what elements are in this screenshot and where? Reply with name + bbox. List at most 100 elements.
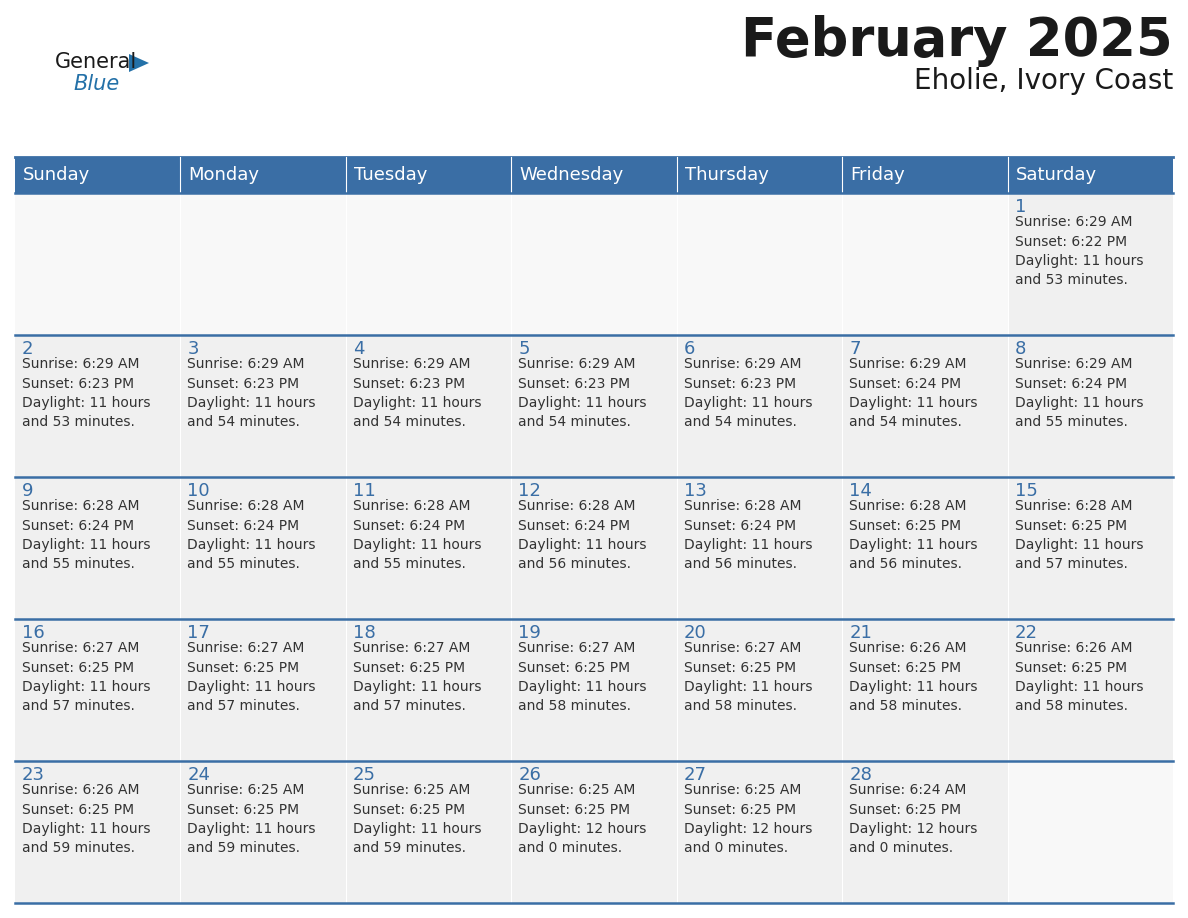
Text: Eholie, Ivory Coast: Eholie, Ivory Coast: [914, 67, 1173, 95]
Text: Sunday: Sunday: [23, 166, 90, 184]
Bar: [511, 335, 677, 477]
Bar: [181, 157, 346, 193]
Bar: [181, 477, 346, 619]
Text: Sunrise: 6:28 AM
Sunset: 6:25 PM
Daylight: 11 hours
and 56 minutes.: Sunrise: 6:28 AM Sunset: 6:25 PM Dayligh…: [849, 499, 978, 572]
Bar: [511, 761, 677, 903]
Text: 1: 1: [1015, 198, 1026, 216]
Bar: [511, 619, 677, 761]
Text: 11: 11: [353, 482, 375, 500]
Bar: [181, 335, 346, 477]
Text: Sunrise: 6:26 AM
Sunset: 6:25 PM
Daylight: 11 hours
and 58 minutes.: Sunrise: 6:26 AM Sunset: 6:25 PM Dayligh…: [1015, 641, 1143, 713]
Text: Tuesday: Tuesday: [354, 166, 428, 184]
Text: 25: 25: [353, 766, 375, 784]
Text: February 2025: February 2025: [741, 15, 1173, 67]
Text: 14: 14: [849, 482, 872, 500]
Bar: [842, 193, 1007, 335]
Text: Sunrise: 6:28 AM
Sunset: 6:24 PM
Daylight: 11 hours
and 56 minutes.: Sunrise: 6:28 AM Sunset: 6:24 PM Dayligh…: [684, 499, 813, 572]
Text: Sunrise: 6:28 AM
Sunset: 6:24 PM
Daylight: 11 hours
and 55 minutes.: Sunrise: 6:28 AM Sunset: 6:24 PM Dayligh…: [353, 499, 481, 572]
Text: 9: 9: [23, 482, 33, 500]
Bar: [346, 193, 511, 335]
Text: Monday: Monday: [189, 166, 259, 184]
Text: 15: 15: [1015, 482, 1037, 500]
Text: Blue: Blue: [72, 74, 119, 94]
Bar: [346, 761, 511, 903]
Text: Thursday: Thursday: [684, 166, 769, 184]
Text: Sunrise: 6:29 AM
Sunset: 6:24 PM
Daylight: 11 hours
and 54 minutes.: Sunrise: 6:29 AM Sunset: 6:24 PM Dayligh…: [849, 357, 978, 430]
Text: Sunrise: 6:27 AM
Sunset: 6:25 PM
Daylight: 11 hours
and 57 minutes.: Sunrise: 6:27 AM Sunset: 6:25 PM Dayligh…: [23, 641, 151, 713]
Text: Sunrise: 6:25 AM
Sunset: 6:25 PM
Daylight: 11 hours
and 59 minutes.: Sunrise: 6:25 AM Sunset: 6:25 PM Dayligh…: [188, 783, 316, 856]
Bar: [346, 335, 511, 477]
Bar: [677, 157, 842, 193]
Bar: [677, 335, 842, 477]
Text: 24: 24: [188, 766, 210, 784]
Text: 13: 13: [684, 482, 707, 500]
Bar: [346, 477, 511, 619]
Bar: [15, 619, 181, 761]
Bar: [842, 157, 1007, 193]
Bar: [677, 619, 842, 761]
Bar: [15, 193, 181, 335]
Text: Sunrise: 6:25 AM
Sunset: 6:25 PM
Daylight: 12 hours
and 0 minutes.: Sunrise: 6:25 AM Sunset: 6:25 PM Dayligh…: [684, 783, 813, 856]
Text: 4: 4: [353, 340, 365, 358]
Text: Wednesday: Wednesday: [519, 166, 624, 184]
Text: 22: 22: [1015, 624, 1037, 642]
Text: 3: 3: [188, 340, 198, 358]
Bar: [1007, 193, 1173, 335]
Text: 21: 21: [849, 624, 872, 642]
Text: 20: 20: [684, 624, 707, 642]
Bar: [15, 761, 181, 903]
Bar: [1007, 619, 1173, 761]
Bar: [677, 193, 842, 335]
Text: Sunrise: 6:29 AM
Sunset: 6:23 PM
Daylight: 11 hours
and 54 minutes.: Sunrise: 6:29 AM Sunset: 6:23 PM Dayligh…: [353, 357, 481, 430]
Text: Sunrise: 6:28 AM
Sunset: 6:24 PM
Daylight: 11 hours
and 55 minutes.: Sunrise: 6:28 AM Sunset: 6:24 PM Dayligh…: [188, 499, 316, 572]
Text: Sunrise: 6:29 AM
Sunset: 6:23 PM
Daylight: 11 hours
and 53 minutes.: Sunrise: 6:29 AM Sunset: 6:23 PM Dayligh…: [23, 357, 151, 430]
Bar: [511, 477, 677, 619]
Bar: [1007, 477, 1173, 619]
Text: Friday: Friday: [851, 166, 905, 184]
Bar: [15, 157, 181, 193]
Bar: [1007, 157, 1173, 193]
Text: 26: 26: [518, 766, 542, 784]
Text: 19: 19: [518, 624, 542, 642]
Text: Sunrise: 6:27 AM
Sunset: 6:25 PM
Daylight: 11 hours
and 57 minutes.: Sunrise: 6:27 AM Sunset: 6:25 PM Dayligh…: [353, 641, 481, 713]
Text: 6: 6: [684, 340, 695, 358]
Bar: [346, 619, 511, 761]
Text: 12: 12: [518, 482, 542, 500]
Text: Sunrise: 6:27 AM
Sunset: 6:25 PM
Daylight: 11 hours
and 57 minutes.: Sunrise: 6:27 AM Sunset: 6:25 PM Dayligh…: [188, 641, 316, 713]
Bar: [346, 157, 511, 193]
Bar: [181, 761, 346, 903]
Bar: [842, 761, 1007, 903]
Text: Saturday: Saturday: [1016, 166, 1097, 184]
Bar: [15, 477, 181, 619]
Text: Sunrise: 6:29 AM
Sunset: 6:23 PM
Daylight: 11 hours
and 54 minutes.: Sunrise: 6:29 AM Sunset: 6:23 PM Dayligh…: [518, 357, 646, 430]
Text: Sunrise: 6:25 AM
Sunset: 6:25 PM
Daylight: 12 hours
and 0 minutes.: Sunrise: 6:25 AM Sunset: 6:25 PM Dayligh…: [518, 783, 646, 856]
Bar: [511, 157, 677, 193]
Bar: [511, 193, 677, 335]
Bar: [1007, 335, 1173, 477]
Bar: [842, 335, 1007, 477]
Text: Sunrise: 6:26 AM
Sunset: 6:25 PM
Daylight: 11 hours
and 59 minutes.: Sunrise: 6:26 AM Sunset: 6:25 PM Dayligh…: [23, 783, 151, 856]
Text: Sunrise: 6:28 AM
Sunset: 6:25 PM
Daylight: 11 hours
and 57 minutes.: Sunrise: 6:28 AM Sunset: 6:25 PM Dayligh…: [1015, 499, 1143, 572]
Text: 17: 17: [188, 624, 210, 642]
Text: 18: 18: [353, 624, 375, 642]
Bar: [1007, 761, 1173, 903]
Bar: [677, 761, 842, 903]
Bar: [181, 193, 346, 335]
Text: Sunrise: 6:28 AM
Sunset: 6:24 PM
Daylight: 11 hours
and 56 minutes.: Sunrise: 6:28 AM Sunset: 6:24 PM Dayligh…: [518, 499, 646, 572]
Text: Sunrise: 6:28 AM
Sunset: 6:24 PM
Daylight: 11 hours
and 55 minutes.: Sunrise: 6:28 AM Sunset: 6:24 PM Dayligh…: [23, 499, 151, 572]
Bar: [181, 619, 346, 761]
Bar: [842, 477, 1007, 619]
Bar: [15, 335, 181, 477]
Text: Sunrise: 6:29 AM
Sunset: 6:22 PM
Daylight: 11 hours
and 53 minutes.: Sunrise: 6:29 AM Sunset: 6:22 PM Dayligh…: [1015, 215, 1143, 287]
Text: 2: 2: [23, 340, 33, 358]
Text: 10: 10: [188, 482, 210, 500]
Text: Sunrise: 6:27 AM
Sunset: 6:25 PM
Daylight: 11 hours
and 58 minutes.: Sunrise: 6:27 AM Sunset: 6:25 PM Dayligh…: [684, 641, 813, 713]
Text: General: General: [55, 52, 138, 72]
Text: Sunrise: 6:29 AM
Sunset: 6:23 PM
Daylight: 11 hours
and 54 minutes.: Sunrise: 6:29 AM Sunset: 6:23 PM Dayligh…: [684, 357, 813, 430]
Bar: [842, 619, 1007, 761]
Text: 27: 27: [684, 766, 707, 784]
Text: Sunrise: 6:26 AM
Sunset: 6:25 PM
Daylight: 11 hours
and 58 minutes.: Sunrise: 6:26 AM Sunset: 6:25 PM Dayligh…: [849, 641, 978, 713]
Text: 7: 7: [849, 340, 860, 358]
Text: Sunrise: 6:25 AM
Sunset: 6:25 PM
Daylight: 11 hours
and 59 minutes.: Sunrise: 6:25 AM Sunset: 6:25 PM Dayligh…: [353, 783, 481, 856]
Text: 23: 23: [23, 766, 45, 784]
